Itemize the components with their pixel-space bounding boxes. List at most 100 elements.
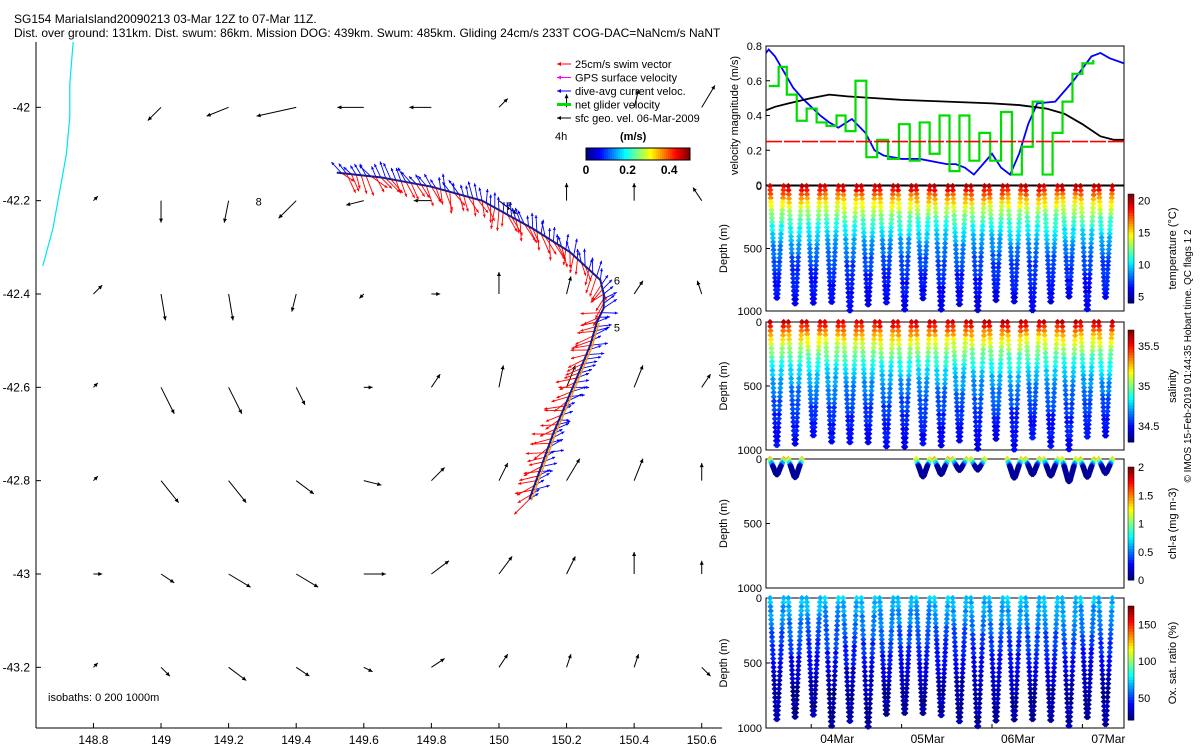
- current-vector-head: [604, 342, 608, 346]
- section-data-point: [1042, 211, 1049, 219]
- velocity-y-tick-label: 0: [756, 180, 762, 192]
- current-vector-head: [605, 275, 608, 279]
- section-data-point: [975, 293, 983, 301]
- section-data-point: [830, 408, 837, 415]
- swim-vector: [525, 452, 547, 455]
- section-data-point: [1070, 218, 1077, 225]
- section-data-point: [888, 345, 896, 352]
- section-data-point: [807, 391, 814, 399]
- current-vector-head: [592, 364, 596, 368]
- section-colorbar-cell: [1128, 665, 1134, 670]
- geo-velocity-arrow-head: [706, 374, 711, 379]
- section-data-point: [1070, 226, 1077, 233]
- geo-velocity-arrow-head: [301, 400, 306, 405]
- section-colorbar-cell: [1128, 657, 1134, 661]
- section-data-point: [1087, 253, 1094, 260]
- section-data-point: [1081, 271, 1088, 278]
- section-data-point: [1069, 242, 1076, 249]
- current-vector-head: [437, 177, 441, 181]
- swim-vector-head: [438, 199, 442, 203]
- section-data-point: [885, 403, 893, 410]
- section-data-point: [1051, 244, 1058, 252]
- section-colorbar-cell: [1128, 631, 1134, 635]
- swim-vector-head: [540, 423, 544, 427]
- isobaths-label: isobaths: 0 200 1000m: [48, 692, 159, 704]
- swim-vector-head: [568, 264, 572, 268]
- geo-velocity-arrow-head: [696, 280, 701, 286]
- swim-vector: [548, 239, 551, 261]
- section-data-point: [848, 417, 855, 424]
- current-vector-head: [465, 185, 469, 189]
- section-data-point: [822, 331, 829, 338]
- section-colorbar-cell: [1128, 680, 1134, 684]
- swim-vector: [533, 438, 552, 445]
- section-data-point: [1053, 199, 1060, 206]
- geo-velocity-arrow-head: [632, 183, 637, 188]
- section-colorbar-cell: [1128, 218, 1134, 222]
- colorbar-cell: [654, 148, 657, 160]
- section-data-point: [841, 340, 848, 347]
- section-data-point: [867, 263, 874, 270]
- section-colorbar-cell: [1128, 654, 1134, 658]
- section-colorbar-tick-label: 1: [1138, 519, 1144, 531]
- section-data-point: [1099, 254, 1106, 261]
- swim-vector-head: [461, 202, 466, 206]
- section-data-point: [1107, 206, 1115, 213]
- section-data-point: [1045, 261, 1052, 268]
- current-vector-head: [571, 402, 576, 405]
- section-colorbar-cell: [1128, 700, 1134, 704]
- swim-vector-head: [547, 250, 551, 254]
- section-data-point: [1043, 236, 1050, 243]
- colorbar-cell: [618, 148, 621, 160]
- section-data-point: [1024, 213, 1031, 221]
- section-data-point: [852, 331, 860, 338]
- swim-vector: [511, 216, 523, 236]
- section-colorbar-cell: [1128, 682, 1134, 687]
- section-data-point: [1078, 204, 1085, 212]
- section-colorbar-cell: [1128, 259, 1134, 263]
- current-vector-head: [546, 473, 550, 477]
- current-vector-head: [551, 456, 556, 460]
- section-data-point: [786, 353, 794, 360]
- swim-vector-head: [533, 456, 538, 460]
- section-data-point: [843, 254, 850, 261]
- section-colorbar-cell: [1128, 625, 1134, 630]
- section-data-point: [1034, 218, 1041, 225]
- section-data-point: [1090, 200, 1097, 207]
- swim-vector-head: [544, 407, 548, 411]
- section-data-point: [1109, 182, 1116, 190]
- section-colorbar-frame: [1127, 193, 1135, 304]
- section-data-point: [767, 327, 774, 334]
- section-data-point: [1086, 266, 1094, 273]
- colorbar-cell: [628, 148, 631, 160]
- swim-vector-head: [450, 206, 453, 211]
- section-colorbar-cell: [1128, 267, 1134, 271]
- colorbar-tick-label: 0.4: [661, 163, 678, 177]
- map-x-tick-label: 150.4: [619, 733, 649, 747]
- current-vector-head: [581, 393, 585, 397]
- map-y-tick-label: -43.2: [3, 660, 31, 674]
- swim-vector-head: [500, 223, 504, 227]
- colorbar-cell: [672, 148, 675, 160]
- geo-velocity-arrow: [160, 480, 180, 503]
- section-data-point: [1079, 218, 1086, 225]
- section-data-point: [1081, 275, 1089, 282]
- swim-vector-head: [580, 328, 584, 332]
- swim-vector: [555, 377, 577, 383]
- current-vector-head: [556, 439, 561, 443]
- section-y-tick-label: 1000: [738, 306, 762, 318]
- geo-velocity-arrow-head: [504, 463, 508, 468]
- section-data-point: [972, 280, 979, 287]
- section-data-point: [806, 367, 813, 374]
- section-data-point: [1061, 222, 1068, 229]
- colorbar-cell: [642, 148, 645, 160]
- section-data-point: [940, 280, 947, 287]
- section-data-point: [990, 268, 997, 275]
- section-data-point: [1106, 230, 1113, 237]
- colorbar-cell: [622, 148, 625, 160]
- section-data-point: [1025, 249, 1033, 256]
- section-data-point: [812, 407, 819, 415]
- section-data-point: [1042, 207, 1049, 214]
- geo-velocity-arrow-head: [230, 316, 235, 321]
- section-data-point: [1078, 213, 1086, 220]
